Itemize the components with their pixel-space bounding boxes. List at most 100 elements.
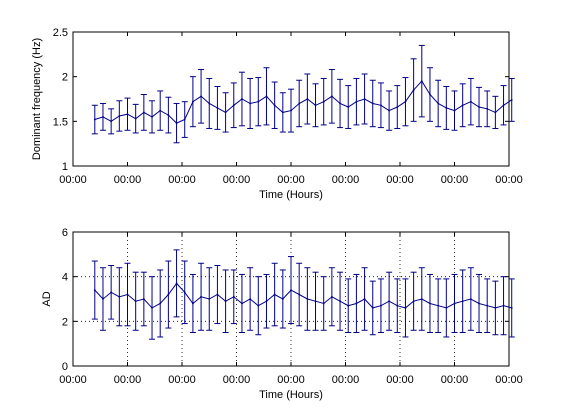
error-bar — [288, 256, 294, 325]
error-bar — [99, 267, 106, 331]
data-point — [134, 300, 137, 303]
error-bar — [394, 85, 401, 129]
data-point — [412, 300, 415, 303]
data-point — [208, 298, 211, 300]
error-bar — [361, 73, 368, 125]
y-axis-label: AD — [41, 291, 53, 306]
data-point — [224, 111, 227, 114]
error-bar — [443, 85, 450, 130]
grid-layer — [73, 232, 509, 366]
x-tick-label: 00:00 — [59, 374, 87, 386]
error-bar — [328, 69, 335, 124]
error-bar — [198, 262, 205, 331]
error-bar — [173, 249, 180, 318]
x-tick-label: 00:00 — [332, 174, 360, 186]
data-point — [126, 113, 129, 116]
error-bar — [394, 278, 401, 333]
data-point — [510, 98, 513, 101]
data-point — [290, 109, 292, 112]
data-point — [151, 115, 153, 118]
data-point — [167, 114, 170, 116]
error-bar — [443, 278, 450, 338]
x-tick-label: 00:00 — [168, 374, 196, 386]
data-point — [241, 98, 243, 100]
data-point — [118, 295, 121, 298]
error-bar — [353, 77, 360, 126]
error-bar — [418, 44, 425, 118]
data-layer — [91, 249, 515, 340]
error-bar — [255, 77, 262, 127]
error-bar — [222, 269, 229, 333]
data-point — [322, 302, 325, 305]
data-point — [265, 300, 268, 303]
error-bar — [304, 267, 311, 331]
data-point — [314, 300, 317, 303]
data-point — [183, 118, 186, 121]
data-point — [330, 295, 333, 298]
data-point — [453, 302, 456, 305]
data-point — [355, 100, 358, 103]
error-bar — [189, 76, 196, 128]
error-bar — [149, 100, 156, 134]
data-point — [445, 307, 448, 309]
data-point — [118, 115, 121, 117]
data-point — [380, 304, 382, 307]
error-bar — [206, 267, 213, 331]
data-point — [306, 298, 309, 300]
error-bar — [467, 267, 474, 331]
error-bar — [288, 88, 294, 133]
data-layer — [91, 44, 515, 144]
data-point — [159, 109, 162, 112]
data-point — [306, 98, 309, 100]
y-tick-label: 0 — [62, 361, 68, 373]
error-bar — [198, 69, 205, 124]
data-point — [281, 111, 284, 114]
data-point — [494, 307, 497, 309]
error-bar — [116, 267, 123, 327]
x-axis-label: Time (Hours) — [259, 189, 323, 201]
error-bar — [181, 101, 188, 138]
data-point — [142, 298, 145, 300]
error-bar — [124, 262, 131, 327]
error-bar — [279, 269, 286, 329]
data-point — [461, 104, 464, 107]
error-bar — [426, 273, 433, 333]
data-point — [232, 104, 235, 107]
data-point — [208, 102, 211, 105]
data-point — [216, 293, 219, 296]
tick-layer: 00:00 00:00 00:00 00:00 00:00 00:00 00:00 00:00… — [53, 27, 523, 186]
data-point — [257, 100, 260, 103]
data-point — [167, 293, 170, 296]
data-point — [110, 291, 113, 294]
error-bar — [181, 260, 188, 325]
data-point — [445, 107, 448, 109]
data-point — [371, 102, 374, 105]
error-bar — [500, 85, 507, 126]
data-point — [339, 300, 341, 303]
error-bar — [459, 269, 466, 333]
error-bar — [476, 86, 483, 128]
error-bar — [328, 267, 335, 327]
data-point — [347, 304, 350, 307]
error-bar — [296, 262, 303, 327]
error-bar — [247, 77, 254, 129]
data-point — [437, 102, 440, 105]
data-point — [478, 302, 480, 305]
data-point — [469, 298, 472, 300]
error-bar — [312, 271, 319, 331]
data-point — [494, 111, 497, 114]
data-point — [192, 302, 194, 305]
error-bar — [132, 103, 139, 134]
data-point — [437, 304, 440, 307]
data-point — [175, 282, 178, 285]
data-point — [273, 293, 276, 296]
y-tick-label: 6 — [62, 227, 68, 239]
error-bar — [386, 90, 393, 131]
data-point — [232, 295, 235, 298]
y-tick-label: 1 — [62, 161, 68, 173]
data-point — [355, 302, 358, 305]
error-bar — [476, 273, 483, 333]
data-point — [388, 109, 390, 112]
error-bar — [157, 269, 164, 338]
data-point — [363, 98, 366, 100]
